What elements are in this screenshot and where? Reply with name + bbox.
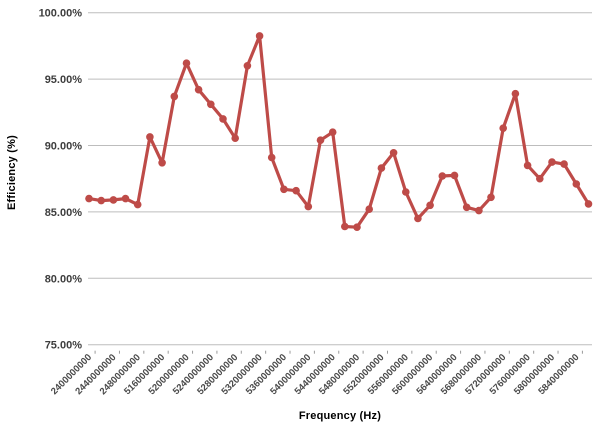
y-tick-label: 75.00% [45, 340, 83, 352]
data-point [548, 158, 556, 166]
data-point [402, 188, 410, 196]
data-point [194, 85, 203, 94]
data-point [523, 161, 532, 170]
data-point [207, 100, 215, 109]
y-tick-label: 80.00% [45, 273, 83, 285]
data-point [341, 222, 349, 231]
x-axis-title: Frequency (Hz) [298, 410, 382, 422]
data-point [328, 128, 337, 136]
data-point [584, 200, 593, 208]
data-point [121, 194, 130, 203]
data-point [414, 214, 422, 223]
data-point [267, 153, 276, 162]
data-point [182, 59, 191, 67]
data-point [97, 196, 105, 205]
data-point [536, 174, 544, 183]
data-point [243, 62, 252, 70]
data-point [377, 164, 386, 172]
y-tick-label: 85.00% [45, 207, 83, 219]
data-point [292, 186, 300, 195]
series-line [87, 34, 591, 229]
y-axis-title: Efficiency (%) [6, 135, 18, 210]
data-point [426, 201, 434, 210]
y-tick-label: 100.00% [39, 8, 83, 20]
data-point [462, 203, 471, 212]
data-point [231, 134, 239, 142]
data-point [304, 202, 313, 211]
data-point [511, 89, 520, 98]
data-point [499, 124, 508, 132]
data-point [487, 193, 495, 202]
data-point [353, 223, 361, 231]
data-point [158, 159, 166, 167]
data-point [85, 194, 93, 203]
data-point [255, 32, 264, 40]
data-point [219, 115, 227, 123]
data-point [316, 136, 325, 144]
data-point [450, 171, 459, 180]
y-tick-label: 95.00% [45, 74, 83, 86]
data-point [389, 149, 398, 157]
data-point [170, 92, 179, 101]
data-point [572, 180, 581, 188]
data-point [560, 160, 568, 168]
data-point [438, 172, 447, 180]
data-point [133, 200, 142, 209]
data-point [109, 196, 118, 204]
data-point [475, 206, 483, 215]
y-tick-label: 90.00% [45, 141, 83, 153]
data-point [365, 205, 374, 213]
data-point [280, 185, 288, 194]
data-point [146, 133, 154, 141]
